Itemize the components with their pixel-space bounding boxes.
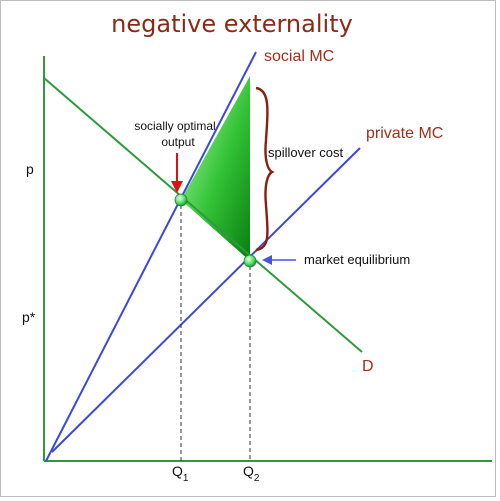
x-tick-q1-main: Q — [172, 463, 183, 479]
diagram-title: negative externality — [111, 10, 353, 38]
x-tick-q1-sub: 1 — [183, 473, 189, 484]
spillover-brace — [255, 86, 275, 252]
optimal-arrow-head — [171, 181, 183, 193]
private-mc-label: private MC — [366, 125, 443, 142]
x-tick-q2: Q2 — [243, 463, 260, 484]
socially-optimal-point — [174, 193, 188, 207]
private-mc-curve — [51, 147, 361, 453]
social-mc-curve — [45, 51, 257, 462]
deadweight-loss-triangle — [181, 76, 250, 261]
y-tick-p: p — [26, 161, 34, 177]
market-equilibrium-label: market equilibrium — [304, 252, 410, 267]
x-tick-q1: Q1 — [172, 463, 189, 484]
spillover-cost-label: spillover cost — [268, 145, 344, 160]
y-tick-p-star: p* — [22, 309, 36, 325]
socially-optimal-label-line2: output — [161, 135, 195, 149]
x-tick-q2-main: Q — [243, 463, 254, 479]
equilibrium-arrow-head — [262, 255, 272, 265]
socially-optimal-label-line1: socially optimal — [134, 119, 215, 133]
social-mc-label: social MC — [264, 48, 334, 65]
market-equilibrium-point — [243, 254, 257, 268]
demand-curve — [43, 77, 363, 353]
x-tick-q2-sub: 2 — [254, 473, 260, 484]
demand-label: D — [362, 358, 374, 375]
